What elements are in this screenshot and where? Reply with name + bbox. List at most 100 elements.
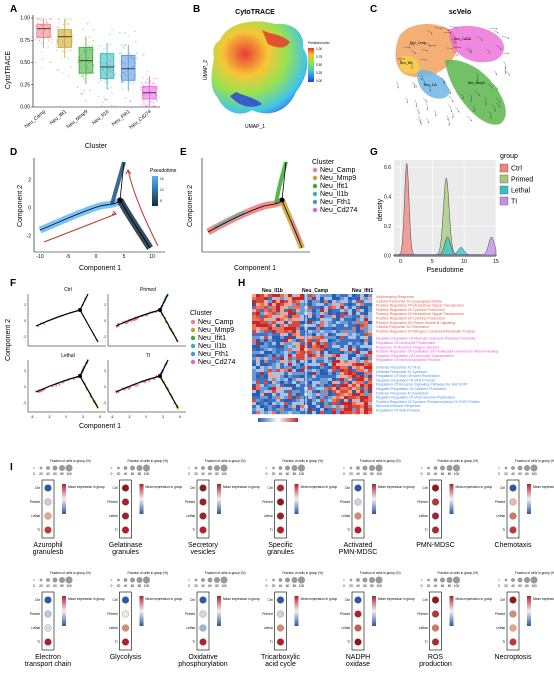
panel-g-ylabel: density	[377, 198, 384, 221]
size-legend-dot	[59, 577, 65, 583]
size-legend-dot	[123, 466, 128, 470]
heatmap-term: Positive Regulation Of Cytokine Producti…	[376, 308, 445, 312]
size-legend-tick: 0	[266, 584, 268, 588]
dotplot-dot	[199, 610, 207, 618]
dotplot-dot	[277, 638, 285, 646]
b-legend-tick: 0.00	[316, 79, 322, 83]
size-legend-dot	[110, 467, 113, 469]
size-legend-dot	[517, 465, 523, 471]
color-legend-title: Mean expression in group	[146, 485, 183, 489]
dotplot-dot	[44, 484, 52, 492]
b-legend-tick: 0.75	[316, 55, 322, 59]
dotplot-dot	[509, 512, 517, 520]
f-xtick: 0	[65, 415, 67, 419]
size-legend-dot	[369, 465, 375, 471]
dotplot-group-label: Ctrl	[190, 486, 195, 490]
size-legend-title: Fraction of cells in group (%)	[128, 459, 169, 463]
size-legend-dot	[446, 577, 453, 583]
size-legend-dot	[201, 578, 205, 582]
dotplot-group-label: TI	[502, 640, 505, 644]
size-legend-dot	[110, 579, 113, 581]
panel-b-title: CytoTRACE	[235, 9, 275, 16]
f-ytick: 2	[104, 303, 106, 307]
dotplot-dot	[44, 526, 52, 534]
size-legend-tick: 100	[299, 472, 305, 476]
f-legend-swatch	[190, 327, 196, 333]
dotplot-label: ROS	[428, 654, 444, 661]
dotplot-7: Fraction of cells in group (%) 0 20 40 60 80 1…	[495, 459, 554, 549]
dotplot-group-label: TI	[37, 640, 40, 644]
dotplot-dot	[432, 498, 440, 506]
dotplot-dot	[44, 512, 52, 520]
dotplot-12: Fraction of cells in group (%) 0 20 40 60 80 1…	[340, 571, 415, 668]
f-xtick: -3	[48, 415, 51, 419]
dotplot-label: Necroptosis	[495, 654, 532, 661]
size-legend-dot	[452, 464, 461, 472]
size-legend-dot	[420, 467, 423, 469]
panel-e-legend-title: Cluster	[312, 159, 335, 166]
dotplot-group-label: Lethal	[419, 626, 428, 630]
size-legend-dot	[285, 577, 290, 583]
a-box	[57, 29, 72, 48]
dotplot-label: phosphorylation	[178, 661, 228, 668]
size-legend-title: Fraction of cells in group (%)	[283, 459, 324, 463]
dotplot-dot	[44, 610, 52, 618]
heatmap-col-label-3: Neu_Ifit1	[352, 288, 373, 294]
size-legend-tick: 0	[343, 584, 345, 588]
f-ytick: 2	[104, 369, 106, 373]
size-legend-tick: 40	[201, 584, 205, 588]
size-legend-dot	[39, 578, 43, 582]
dotplot-colorbar	[217, 484, 221, 514]
g-legend-swatch	[499, 174, 509, 184]
f-legend-label: Neu_Mmp9	[198, 327, 234, 334]
e-legend-swatch	[312, 199, 318, 205]
size-legend-tick: 80	[60, 584, 64, 588]
size-legend-dot	[272, 578, 275, 582]
f-legend-swatch	[190, 335, 196, 341]
size-legend-dot	[504, 466, 508, 470]
size-legend-dot	[207, 465, 213, 471]
size-legend-dot	[369, 577, 375, 583]
dotplot-box	[351, 591, 365, 651]
dotplot-dot	[354, 596, 362, 604]
a-xtick: Neu_Ifit1	[49, 109, 68, 127]
f-xtick: -6	[111, 415, 114, 419]
dotplot-label: PMN-MDSC	[339, 549, 378, 556]
size-legend-dot	[220, 576, 228, 584]
dotplot-dot	[199, 624, 207, 632]
size-legend-dot	[220, 464, 228, 472]
size-legend-tick: 80	[293, 584, 297, 588]
dotplot-dot	[354, 498, 362, 506]
dotplot-dot	[199, 484, 207, 492]
size-legend-tick: 40	[356, 584, 360, 588]
heatmap-term: Regulation Of Viral Process	[376, 409, 420, 413]
size-legend-dot	[452, 576, 461, 584]
size-legend-dot	[33, 467, 35, 469]
size-legend-dot	[349, 578, 353, 582]
d-legend-tick: 10	[160, 188, 164, 192]
size-legend-dot	[188, 579, 190, 581]
dotplot-group-label: Primed	[185, 500, 195, 504]
dotplot-dot	[354, 624, 362, 632]
dotplot-colorbar	[139, 596, 144, 626]
velocity-label-2: Neu_Cd274	[454, 37, 471, 41]
e-legend-label: Neu_Il1b	[320, 191, 348, 198]
d-xtick: -10	[36, 254, 43, 260]
size-legend-tick: 0	[498, 584, 500, 588]
d-ytick: 2	[28, 178, 31, 184]
dotplot-label: granulesb	[33, 549, 64, 556]
dotplot-label: Activated	[344, 542, 373, 549]
dotplot-dot	[354, 484, 362, 492]
f-legend-swatch	[190, 343, 196, 349]
heatmap-term: Positive Regulation Of Intracellular Sig…	[376, 312, 464, 316]
size-legend-title: Fraction of cells in group (%)	[205, 571, 246, 575]
size-legend-dot	[433, 466, 438, 470]
dotplot-group-label: Primed	[30, 500, 40, 504]
size-legend-title: Fraction of cells in group (%)	[515, 459, 554, 463]
size-legend-tick: 100	[299, 584, 305, 588]
heatmap-term: Positive Regulation Of Epithelial Cell P…	[376, 350, 498, 354]
size-legend-tick: 0	[111, 584, 113, 588]
g-legend-label: Ctrl	[511, 166, 522, 173]
dotplot-group-label: Primed	[262, 500, 272, 504]
size-legend-tick: 20	[427, 472, 431, 476]
